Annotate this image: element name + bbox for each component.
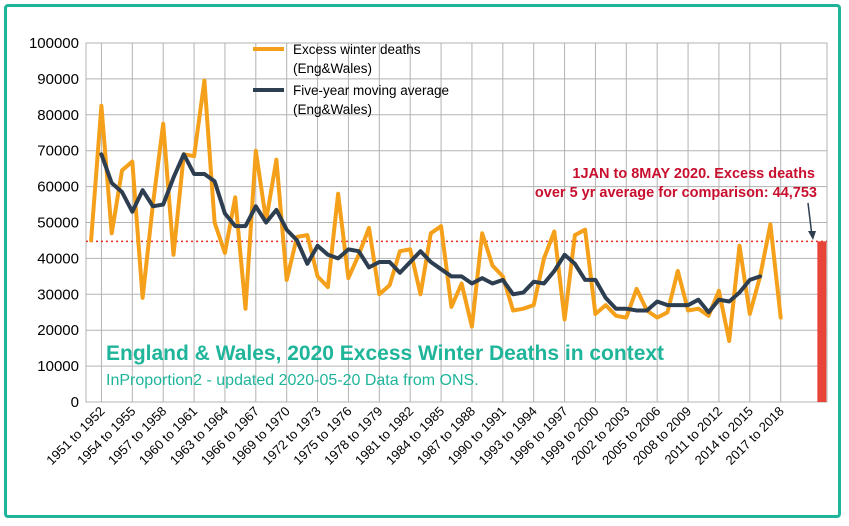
series-lines <box>89 78 783 343</box>
legend-label: (Eng&Wales) <box>293 102 372 117</box>
series-line-excess-winter-deaths <box>89 78 783 343</box>
y-tick-label: 90000 <box>37 71 79 88</box>
y-tick-label: 20000 <box>37 322 79 339</box>
annotation-line-2: over 5 yr average for comparison: 44,753 <box>535 185 817 201</box>
series-line-five-year-average <box>99 152 763 315</box>
legend-label: Excess winter deaths <box>293 42 421 57</box>
chart-title: England & Wales, 2020 Excess Winter Deat… <box>106 342 664 365</box>
chart-frame <box>4 4 841 518</box>
y-axis: 0 10000 20000 30000 40000 50000 60000 70000 8000… <box>29 35 79 411</box>
annotation: 1JAN to 8MAY 2020. Excess deaths over 5 … <box>535 166 817 240</box>
annotation-arrowhead <box>808 231 816 240</box>
highlight-bar-2020 <box>817 241 827 402</box>
annotation-arrow <box>807 202 813 237</box>
y-tick-label: 80000 <box>37 107 79 124</box>
grid <box>85 42 828 403</box>
y-tick-label: 0 <box>71 394 79 411</box>
legend-label: Five-year moving average <box>293 83 449 98</box>
annotation-line-1: 1JAN to 8MAY 2020. Excess deaths <box>572 166 815 182</box>
y-tick-label: 50000 <box>37 215 79 232</box>
y-tick-label: 40000 <box>37 250 79 267</box>
y-tick-label: 100000 <box>29 35 79 52</box>
legend: Excess winter deaths (Eng&Wales) Five-year… <box>253 42 449 117</box>
legend-label: (Eng&Wales) <box>293 61 372 76</box>
y-tick-label: 70000 <box>37 143 79 160</box>
y-tick-label: 60000 <box>37 179 79 196</box>
y-tick-label: 30000 <box>37 286 79 303</box>
chart-subtitle: InProportion2 - updated 2020-05-20 Data … <box>106 372 479 389</box>
y-tick-label: 10000 <box>37 358 79 375</box>
